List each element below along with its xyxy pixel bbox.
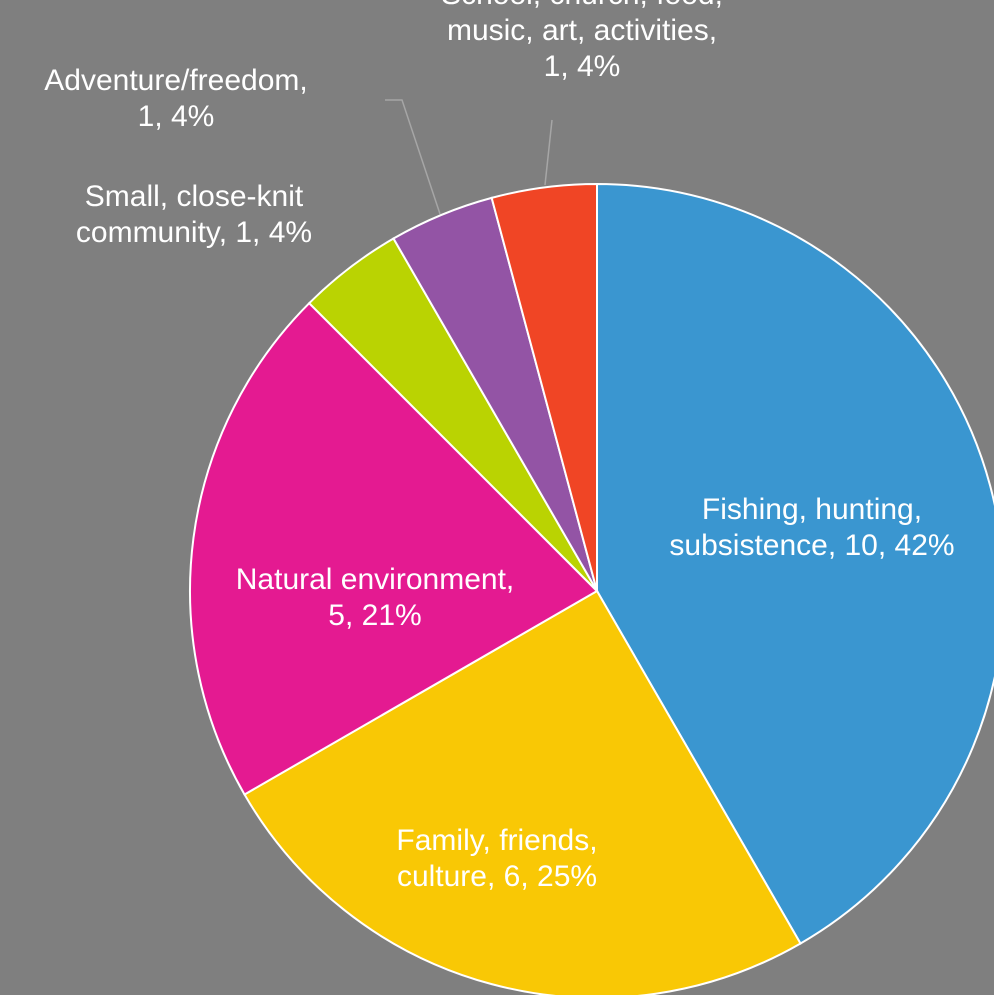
slice-data-label-line: 1, 4% — [138, 100, 215, 133]
slice-data-label-line: music, art, activities, — [447, 14, 717, 47]
slice-data-label-line: 5, 21% — [328, 599, 421, 632]
pie-slice — [189, 301, 599, 796]
slice-data-label-line: community, 1, 4% — [76, 216, 312, 249]
slice-data-label-line: culture, 6, 25% — [397, 860, 597, 893]
slice-data-label: Adventure/freedom, 1, 4% — [44, 64, 307, 133]
slice-data-label-line: Small, close-knit — [85, 180, 304, 213]
pie-slice — [596, 182, 994, 945]
slice-data-label-line: 1, 4% — [544, 50, 621, 83]
pie-slice — [490, 182, 598, 592]
slice-data-label: Small, close-knit community, 1, 4% — [76, 180, 312, 249]
pie-slices — [189, 182, 994, 995]
slice-data-label-line: Family, friends, — [396, 824, 597, 857]
slice-data-label-line: subsistence, 10, 42% — [669, 529, 954, 562]
leader-line — [544, 119, 553, 186]
slice-data-label-line: Adventure/freedom, — [44, 64, 307, 97]
leader-line — [385, 99, 441, 215]
slice-data-label: School, church, food, music, art, activit… — [441, 0, 723, 83]
slice-data-label-line: Fishing, hunting, — [702, 493, 922, 526]
pie-slice — [243, 589, 802, 995]
data-labels: Fishing, hunting, subsistence, 10, 42% Fam… — [44, 0, 954, 893]
slice-data-label-line: School, church, food, — [441, 0, 723, 11]
slice-data-label: Natural environment, 5, 21% — [236, 563, 514, 632]
leader-lines — [385, 99, 553, 215]
slice-data-label-line: Natural environment, — [236, 563, 514, 596]
slice-data-label: Family, friends, culture, 6, 25% — [396, 824, 597, 893]
slice-data-label: Fishing, hunting, subsistence, 10, 42% — [669, 493, 954, 562]
